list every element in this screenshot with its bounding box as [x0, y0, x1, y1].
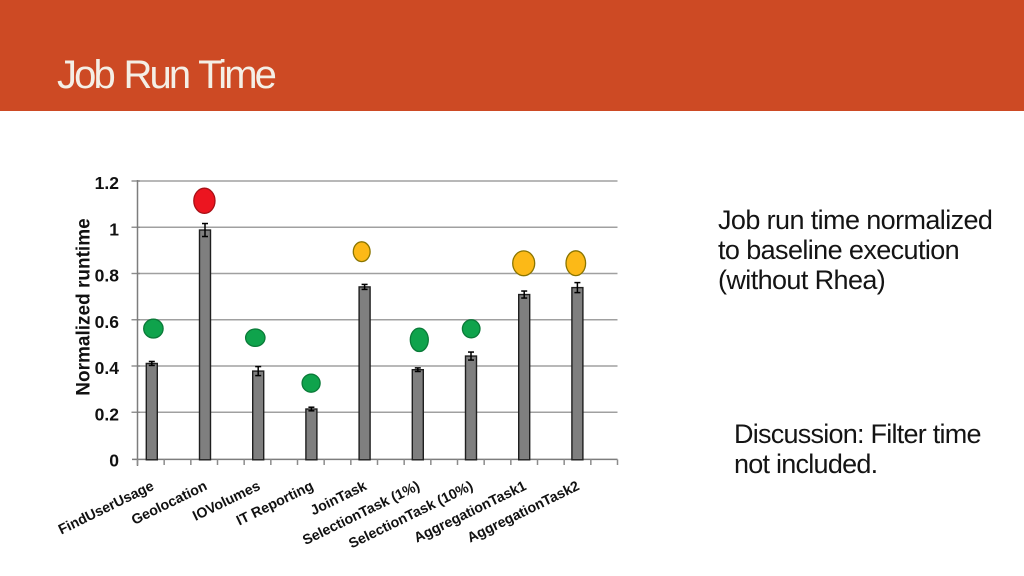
svg-text:0.8: 0.8	[95, 266, 120, 286]
svg-text:0: 0	[109, 451, 119, 471]
svg-text:1: 1	[109, 219, 119, 239]
svg-text:0.6: 0.6	[95, 312, 120, 332]
svg-text:0.4: 0.4	[95, 358, 120, 378]
svg-text:0.2: 0.2	[95, 404, 120, 424]
svg-text:Normalized runtime: Normalized runtime	[74, 218, 95, 395]
svg-text:1.2: 1.2	[95, 173, 120, 193]
